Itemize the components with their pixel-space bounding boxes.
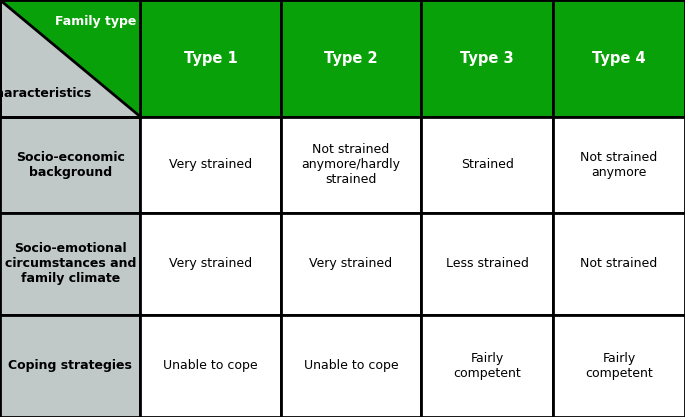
Bar	[421, 213, 553, 315]
Bar	[0, 117, 140, 213]
Text: Not strained
anymore: Not strained anymore	[580, 151, 658, 179]
Text: Unable to cope: Unable to cope	[303, 359, 399, 372]
Bar	[0, 0, 140, 117]
Text: Fairly
competent: Fairly competent	[453, 352, 521, 380]
Text: Not strained
anymore/hardly
strained: Not strained anymore/hardly strained	[301, 143, 401, 186]
Bar	[0, 0, 140, 117]
Text: Socio-emotional
circumstances and
family climate: Socio-emotional circumstances and family…	[5, 242, 136, 285]
Bar	[140, 0, 281, 117]
Text: Very strained: Very strained	[169, 158, 252, 171]
Text: Very strained: Very strained	[169, 257, 252, 270]
Bar	[140, 315, 281, 417]
Text: Type 2: Type 2	[324, 51, 378, 66]
Bar	[140, 117, 281, 213]
Bar	[281, 0, 421, 117]
Bar	[281, 117, 421, 213]
Text: Type 4: Type 4	[593, 51, 646, 66]
Text: Characteristics: Characteristics	[0, 87, 92, 100]
Bar	[281, 315, 421, 417]
Text: Not strained: Not strained	[580, 257, 658, 270]
Bar	[553, 117, 685, 213]
Bar	[421, 315, 553, 417]
Bar	[0, 213, 140, 315]
Text: Family type: Family type	[55, 15, 136, 28]
Bar	[0, 315, 140, 417]
Text: Unable to cope: Unable to cope	[163, 359, 258, 372]
Bar	[281, 213, 421, 315]
Text: Fairly
competent: Fairly competent	[585, 352, 653, 380]
Bar	[421, 0, 553, 117]
Polygon shape	[0, 0, 140, 117]
Bar	[421, 117, 553, 213]
Text: Type 1: Type 1	[184, 51, 238, 66]
Text: Less strained: Less strained	[446, 257, 529, 270]
Bar	[553, 0, 685, 117]
Text: Socio-economic
background: Socio-economic background	[16, 151, 125, 179]
Bar	[553, 315, 685, 417]
Text: Strained: Strained	[461, 158, 514, 171]
Bar	[140, 213, 281, 315]
Text: Very strained: Very strained	[310, 257, 393, 270]
Text: Coping strategies: Coping strategies	[8, 359, 132, 372]
Text: Type 3: Type 3	[460, 51, 514, 66]
Bar	[553, 213, 685, 315]
